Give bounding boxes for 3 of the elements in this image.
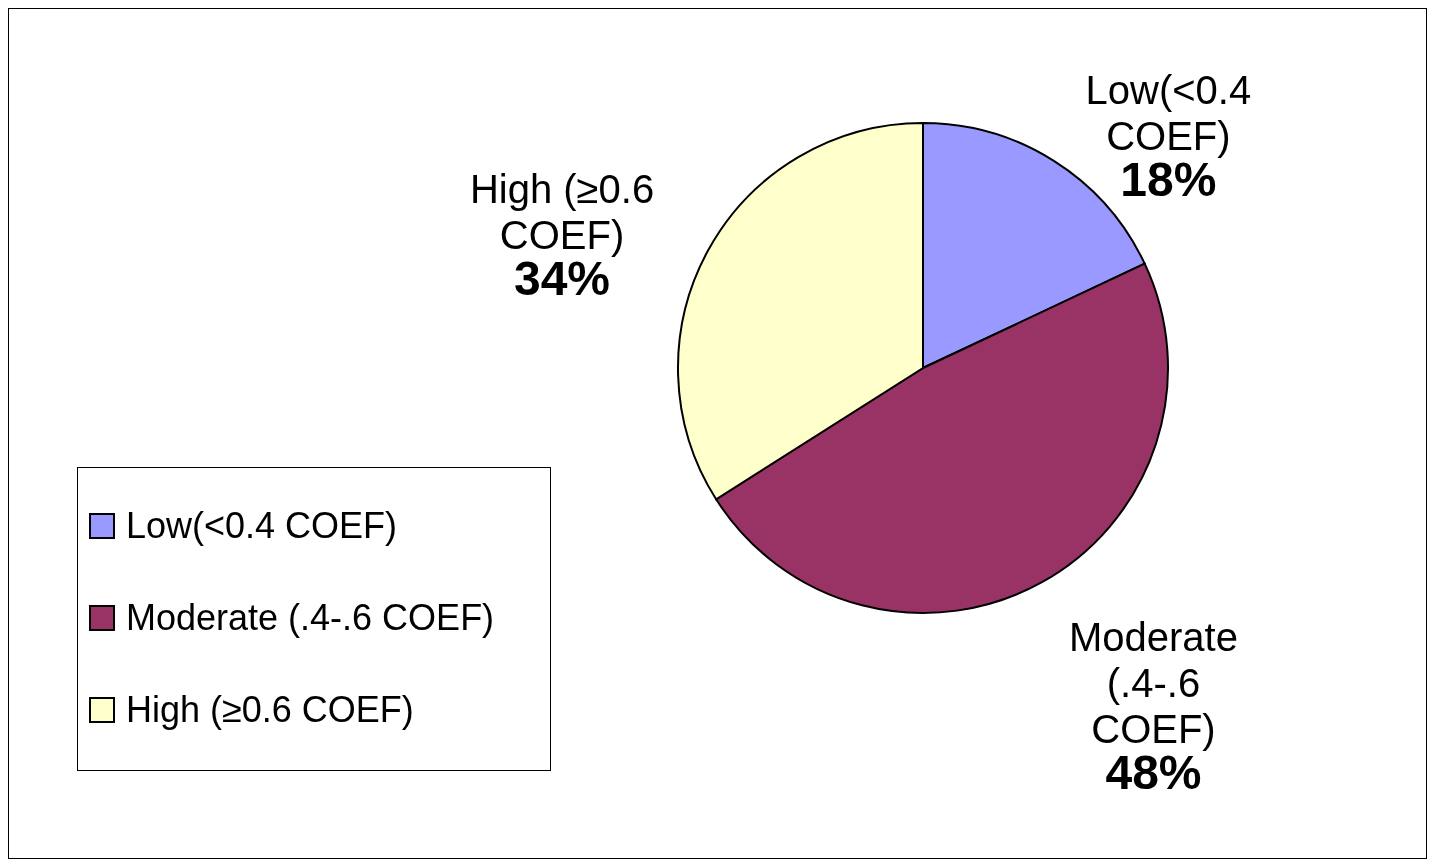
legend-label: Moderate (.4-.6 COEF) <box>126 597 495 639</box>
legend-label: Low(<0.4 COEF) <box>126 505 398 547</box>
legend-label: High (≥0.6 COEF) <box>126 689 414 731</box>
